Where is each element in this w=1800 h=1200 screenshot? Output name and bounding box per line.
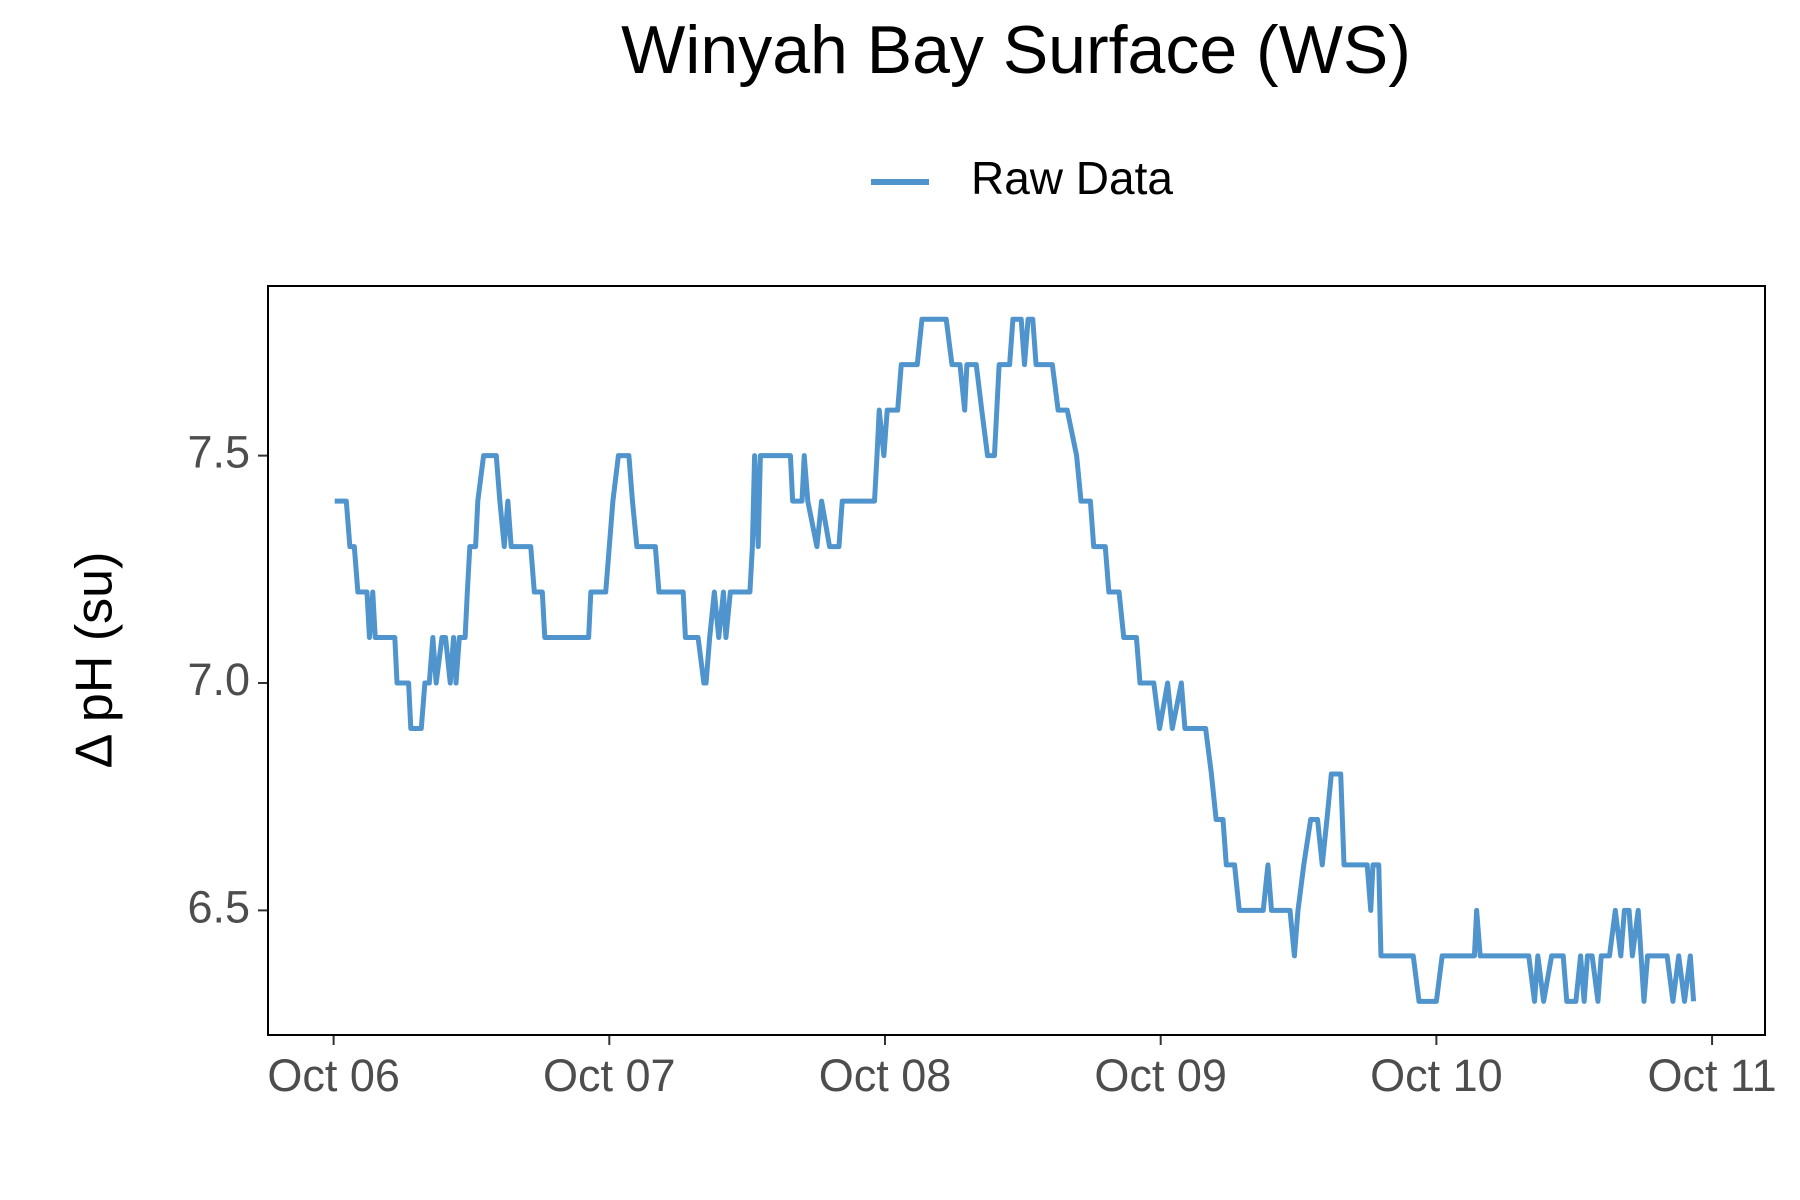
legend-label: Raw Data — [971, 152, 1173, 204]
y-tick-label: 7.5 — [187, 427, 250, 478]
y-axis-label: Δ pH (su) — [66, 552, 124, 769]
plot-frame — [267, 285, 1766, 1036]
data-line — [334, 316, 1697, 1004]
x-tick-label: Oct 06 — [267, 1050, 400, 1101]
x-tick-label: Oct 09 — [1094, 1050, 1227, 1101]
chart-title: Winyah Bay Surface (WS) — [621, 12, 1411, 88]
y-tick-label: 7.0 — [187, 654, 250, 705]
x-tick-label: Oct 08 — [819, 1050, 952, 1101]
y-tick-label: 6.5 — [187, 881, 250, 932]
x-tick-label: Oct 07 — [543, 1050, 676, 1101]
x-tick-label: Oct 10 — [1370, 1050, 1503, 1101]
x-tick-label: Oct 11 — [1647, 1050, 1776, 1101]
